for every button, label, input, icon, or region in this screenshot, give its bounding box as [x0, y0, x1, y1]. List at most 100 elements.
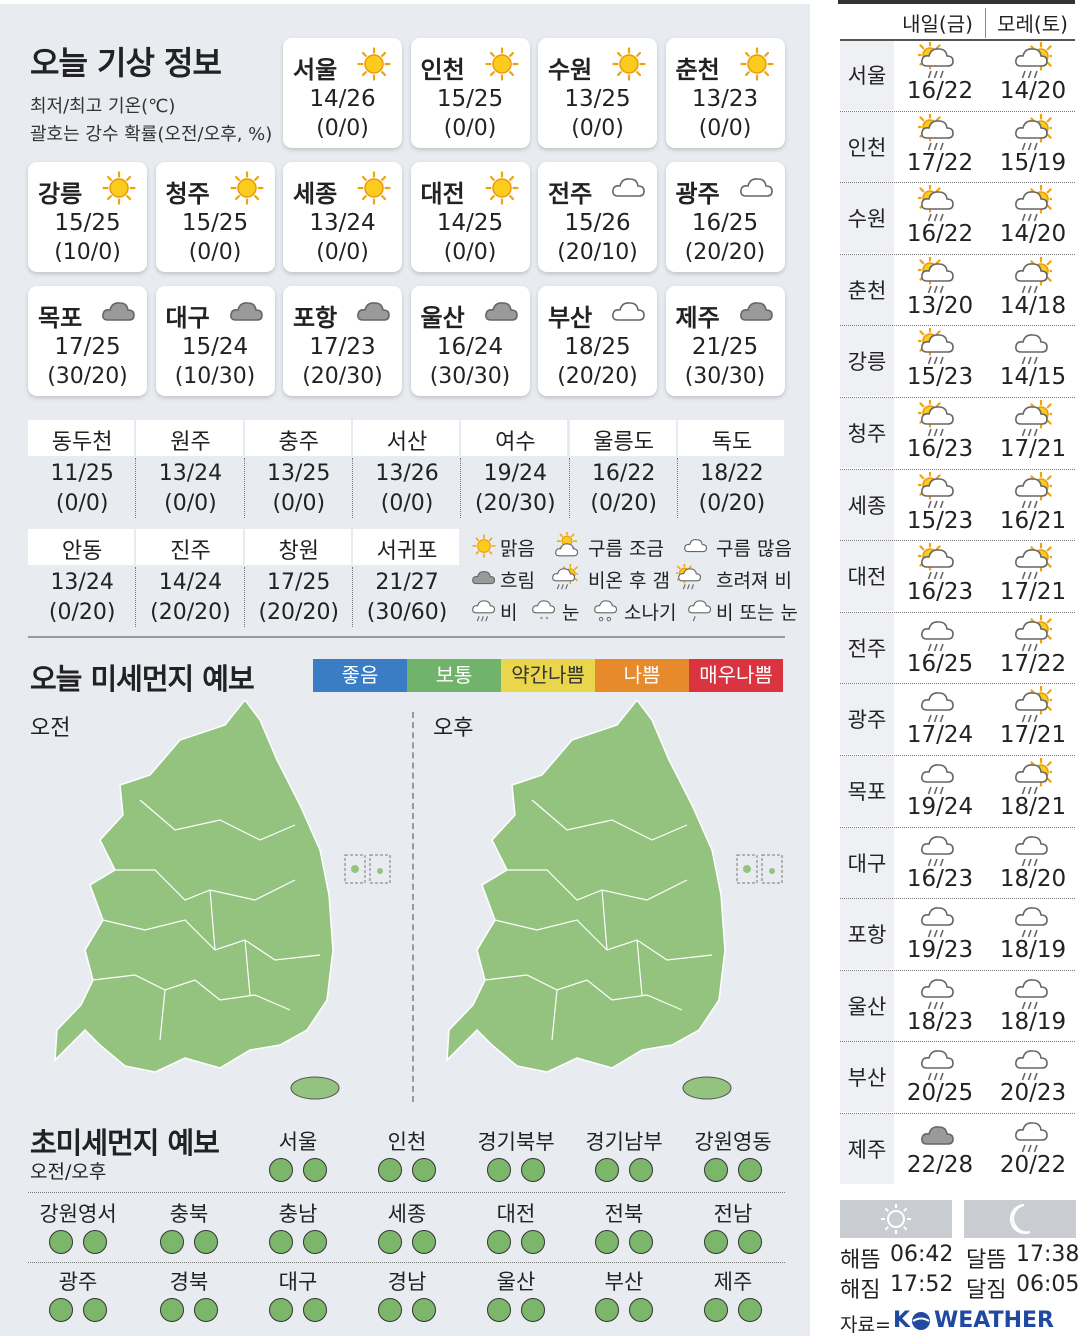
rain-drop — [939, 858, 944, 866]
forecast-temp: 13/20 — [906, 292, 974, 319]
weather-icon-box — [1012, 901, 1052, 945]
legend-label: 흐려져 비 — [716, 570, 792, 592]
sun-ray — [1046, 562, 1052, 568]
city-card: 서울 14/26 (0/0) — [283, 38, 402, 148]
weather-icon-box — [915, 469, 958, 516]
weather-icon — [357, 47, 391, 81]
row-name-cell — [840, 469, 894, 540]
weather-icon-box — [918, 615, 958, 659]
weather-icon — [612, 178, 645, 197]
rain-drop — [927, 357, 932, 365]
forecast-temp: 15/23 — [906, 507, 974, 534]
rain-drop — [1033, 70, 1038, 79]
astro-label: 달짐 — [966, 1278, 1007, 1303]
astro-label: 해뜸 — [840, 1248, 881, 1273]
city-rain: (0/0) — [443, 240, 497, 265]
column-divider — [243, 458, 245, 518]
sun-ray — [884, 1207, 889, 1212]
forecast-temp: 16/23 — [906, 579, 974, 606]
fine-dust-title: 오늘 미세먼지 예보 — [30, 662, 255, 696]
weather-icon — [1015, 835, 1048, 866]
row-name-cell — [840, 827, 894, 898]
cloud — [1015, 191, 1048, 210]
weather-icon — [739, 302, 773, 321]
dust-dot — [378, 1298, 402, 1322]
weather-icon — [915, 40, 954, 79]
rain-drop — [1027, 571, 1032, 580]
weather-icon — [357, 302, 390, 321]
dust-scale-item: 보통 — [407, 659, 501, 692]
astro-time: 06:42 — [890, 1242, 954, 1267]
dust-dot — [269, 1230, 293, 1254]
cloud — [1015, 48, 1048, 67]
city-temp: 17/23 — [309, 334, 376, 360]
dust-dot — [303, 1158, 327, 1182]
city-name: 제주 — [675, 304, 720, 332]
legend-label: 구름 조금 — [588, 538, 664, 560]
sun-ray — [475, 550, 480, 555]
city-name: 청주 — [165, 180, 210, 208]
region-name: 부산 — [604, 1270, 644, 1294]
map-divider — [412, 712, 414, 1102]
city-rain: (20/10) — [557, 240, 638, 265]
legend-label: 비온 후 갬 — [588, 570, 670, 592]
cloud — [472, 600, 496, 614]
table-city-temp: 13/25 — [267, 461, 331, 486]
head-divider — [985, 8, 986, 38]
forecast-temp: 17/21 — [999, 722, 1067, 749]
cloud — [1015, 1122, 1048, 1141]
forecast-temp: 14/20 — [999, 221, 1067, 248]
city-rain: (20/30) — [302, 364, 383, 389]
astro-time: 06:05 — [1016, 1272, 1079, 1297]
row-name-cell — [840, 612, 894, 683]
forecast-row-rule — [840, 468, 1075, 470]
weather-icon-box — [915, 541, 958, 587]
rain-drop — [1033, 643, 1038, 652]
table-city-temp: 18/22 — [700, 461, 764, 486]
cloud — [921, 692, 954, 712]
sun-ray — [919, 545, 925, 551]
table-city-name: 진주 — [170, 539, 211, 564]
weather-icon-box: ** — [686, 596, 714, 628]
rain-drop — [1033, 500, 1038, 508]
cloud — [1015, 978, 1048, 998]
weather-icon — [1015, 757, 1056, 795]
table-city-rain: (0/0) — [380, 491, 434, 516]
legend-label: 비 — [500, 602, 518, 624]
sun-ray — [744, 51, 750, 57]
weather-icon-box — [470, 596, 498, 628]
dust-dot — [595, 1230, 619, 1254]
weather-icon — [612, 302, 645, 321]
weather-icon-box — [609, 168, 649, 212]
city-name: 춘천 — [675, 56, 720, 84]
sun-ray — [676, 565, 681, 570]
rain-drop — [1021, 786, 1026, 795]
sun-ray — [919, 330, 925, 336]
rain-drop — [1027, 70, 1032, 79]
forecast-row-rule — [840, 39, 1075, 41]
pm-label: 오후 — [433, 716, 474, 741]
cloud — [921, 835, 954, 855]
weather-icon — [229, 171, 264, 205]
cloud — [1015, 620, 1048, 640]
astro-time: 17:38 — [1016, 1242, 1079, 1267]
rain-drop — [939, 1001, 944, 1010]
rain-drop — [1021, 1001, 1026, 1010]
city-card: 목포 17/25 (30/20) — [28, 286, 147, 396]
forecast-temp: 17/24 — [906, 722, 974, 749]
region-name: 인천 — [387, 1130, 427, 1154]
region-border — [92, 799, 321, 1041]
table-header-cell — [244, 420, 351, 456]
column-divider — [568, 458, 570, 518]
sun-ray — [763, 71, 769, 77]
weather-icon-box — [550, 563, 581, 596]
cloud — [678, 568, 702, 582]
rain-drop — [556, 584, 560, 590]
legend-label: 비 또는 눈 — [716, 602, 798, 624]
column-divider — [135, 458, 137, 518]
rain-drop — [1033, 213, 1038, 222]
ulleung — [743, 865, 751, 873]
weather-icon — [1015, 256, 1056, 294]
weather-icon — [229, 302, 263, 321]
column-divider — [351, 567, 353, 627]
